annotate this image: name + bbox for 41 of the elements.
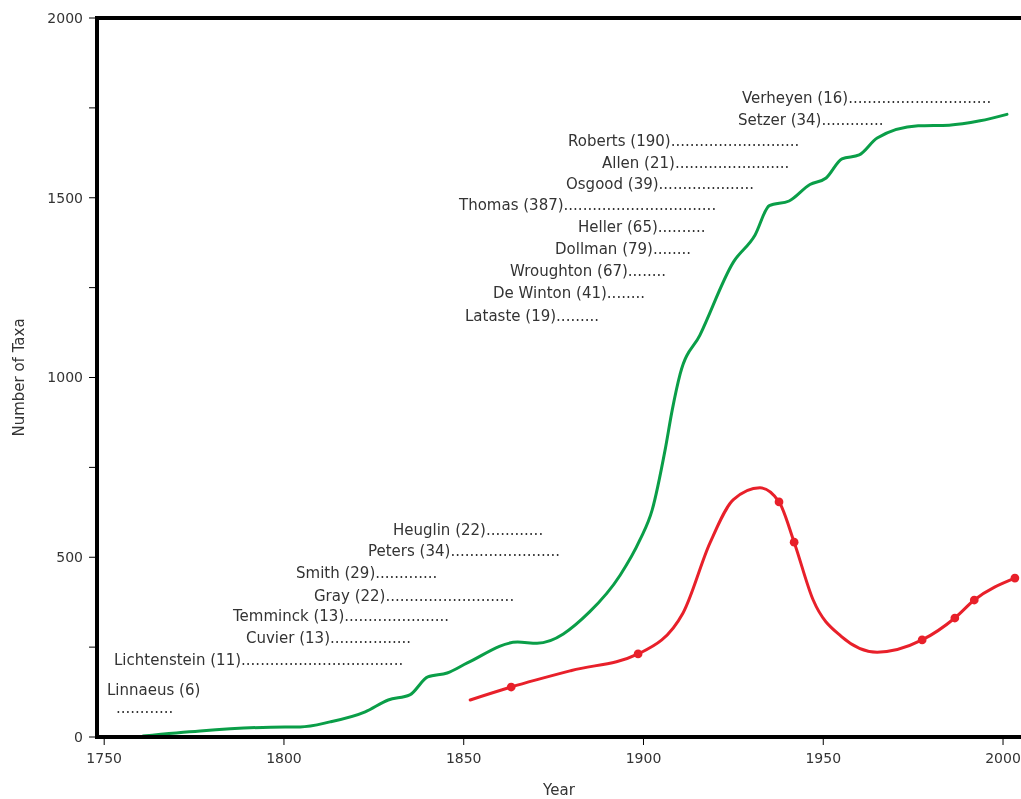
x-tick-label: 1900 xyxy=(625,750,662,766)
x-axis-title: Year xyxy=(542,781,576,799)
annotation: Peters (34)....................... xyxy=(368,542,561,561)
annotation: Thomas (387)................................ xyxy=(458,196,717,215)
annotation: Setzer (34)............. xyxy=(738,111,884,130)
annotation: Allen (21)........................ xyxy=(602,154,790,173)
annotation: Heller (65).......... xyxy=(578,218,706,237)
y-tick-label: 0 xyxy=(74,728,83,745)
point xyxy=(1010,573,1020,583)
point xyxy=(917,635,927,645)
x-tick-label: 1800 xyxy=(266,750,302,766)
point xyxy=(774,497,784,507)
annotation: Smith (29)............. xyxy=(296,564,438,583)
annotation: Roberts (190)........................... xyxy=(568,132,800,151)
x-tick-label: 2000 xyxy=(985,750,1021,766)
point xyxy=(950,613,960,623)
annotation: Lataste (19)......... xyxy=(465,307,600,326)
annotation: De Winton (41)........ xyxy=(493,284,645,303)
annotation: Temminck (13)...................... xyxy=(232,607,450,626)
y-tick-label: 1500 xyxy=(47,189,83,206)
y-tick-label: 1000 xyxy=(47,369,83,386)
y-tick-label: 500 xyxy=(56,549,83,566)
annotation: Verheyen (16).............................. xyxy=(742,89,992,108)
annotation: Linnaeus (6) xyxy=(107,681,201,700)
annotation: Wroughton (67)........ xyxy=(510,262,666,281)
annotation: Lichtenstein (11).................................. xyxy=(114,651,404,670)
y-tick-label: 2000 xyxy=(47,9,83,26)
y-axis-title: Number of Taxa xyxy=(10,318,28,437)
point xyxy=(506,682,516,692)
annotation: Dollman (79)........ xyxy=(555,240,692,259)
annotation: Osgood (39).................... xyxy=(566,175,754,194)
point xyxy=(789,537,799,547)
annotation: Heuglin (22)............ xyxy=(393,521,544,540)
annotation: Gray (22)........................... xyxy=(314,587,515,606)
point xyxy=(633,649,643,659)
annotation: Cuvier (13)................. xyxy=(246,629,412,648)
x-tick-label: 1750 xyxy=(86,750,123,766)
x-tick-label: 1850 xyxy=(445,750,482,766)
point xyxy=(969,595,979,605)
x-tick-label: 1950 xyxy=(805,750,842,766)
annotation: ............ xyxy=(116,699,174,718)
